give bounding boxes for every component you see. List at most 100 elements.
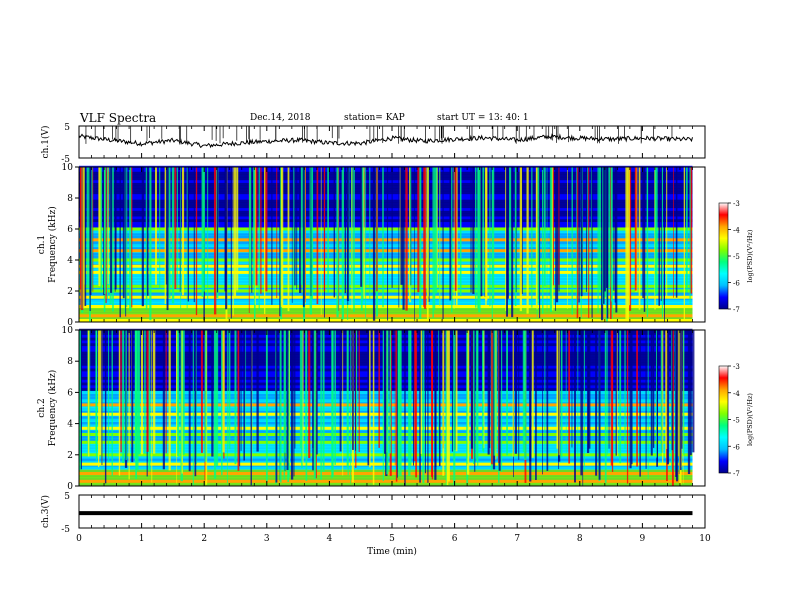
spectrogram-column (80, 330, 82, 470)
spectrogram-column (466, 330, 470, 475)
spectrogram-band (79, 483, 693, 487)
y-tick-label: 5 (64, 492, 70, 502)
x-tick-label: 5 (389, 534, 395, 544)
spectrogram-column (551, 167, 554, 311)
spectrogram-column (308, 330, 311, 459)
spectrogram-column (237, 330, 240, 471)
colorbar-label: log(PSD)(V²/Hz) (746, 393, 754, 446)
x-tick-label: 2 (201, 534, 207, 544)
spectrogram-band (79, 280, 693, 284)
spectrogram-band (79, 193, 693, 197)
spectrogram-column (299, 330, 302, 449)
spectrogram-column (535, 330, 537, 481)
spectrogram-column (104, 167, 106, 295)
spectrogram-column (81, 167, 83, 309)
spectrogram-column (595, 330, 598, 476)
spectrogram-column (228, 330, 231, 450)
spectrogram-column (426, 167, 429, 322)
spectrogram-column (320, 330, 322, 480)
spectrogram-band (79, 171, 693, 175)
spectrogram-band (79, 185, 693, 189)
spectrogram-column (636, 330, 638, 467)
spectrogram-column (673, 167, 674, 298)
start-time-label: start UT = 13: 40: 1 (437, 113, 529, 123)
spectrogram-column (509, 167, 512, 291)
spectrogram-column (299, 167, 302, 293)
spectrogram-column (666, 330, 670, 465)
colorbar (718, 365, 729, 474)
x-tick-label: 9 (640, 534, 646, 544)
spectrogram-column (386, 330, 389, 475)
spectrogram-column (87, 330, 90, 457)
spectrogram-column (634, 167, 637, 291)
spectrogram-column (689, 167, 691, 304)
spectrogram-column (126, 167, 128, 307)
spectrogram-column (213, 167, 217, 315)
spectrogram-column (122, 167, 125, 299)
spectrogram-band (79, 302, 693, 306)
spectrogram-column (660, 167, 662, 301)
spectrogram-column (423, 167, 425, 307)
spectrogram-column (432, 167, 434, 318)
spectrogram-column (422, 330, 425, 483)
spectrogram-column (302, 330, 304, 464)
spectrogram-column (597, 167, 599, 313)
spectrogram-column (144, 330, 146, 454)
spectrogram-column (382, 330, 384, 481)
spectrogram-column (466, 330, 468, 464)
spectrogram-column (537, 167, 540, 304)
spectrogram-column (410, 167, 412, 301)
spectrogram-column (577, 330, 579, 461)
spectrogram-column (522, 330, 525, 453)
spectrogram-column (439, 167, 441, 306)
spectrogram-column (608, 330, 610, 449)
spectrogram-column (578, 167, 580, 303)
spectrogram-column (558, 330, 560, 470)
colorbar-tick-label: -6 (733, 280, 740, 288)
spectrogram-column (148, 330, 151, 471)
spectrogram-column (656, 330, 659, 467)
spectrogram-column (140, 330, 144, 455)
spectrogram-column (434, 330, 437, 480)
spectrogram-column (358, 330, 360, 452)
x-tick-label: 1 (139, 534, 145, 544)
spectrogram-band (79, 266, 693, 270)
spectrogram-column (408, 330, 411, 476)
spectrogram-column (293, 167, 296, 286)
spectrogram-column (294, 330, 296, 449)
spectrogram-column (539, 167, 541, 319)
spectrogram-column (236, 167, 239, 291)
spectrogram-column (627, 167, 630, 322)
spectrogram-column (367, 330, 370, 466)
spectrogram-column (611, 330, 614, 472)
spectrogram-column (514, 167, 517, 307)
spectrogram-column (482, 167, 485, 294)
spectrogram-column (682, 330, 684, 484)
spectrogram-column (395, 330, 398, 482)
spectrogram-column (438, 330, 440, 450)
spectrogram-column (511, 167, 514, 318)
spectrogram-column (398, 167, 400, 308)
spectrogram-column (104, 330, 107, 484)
spectrogram-column (681, 330, 683, 449)
spectrogram-column (182, 330, 185, 455)
spectrogram-column (598, 167, 601, 291)
spectrogram-column (389, 330, 392, 454)
spectrogram-column (544, 330, 546, 452)
spectrogram-column (531, 167, 533, 308)
spectrogram-column (120, 330, 122, 453)
spectrogram-column (378, 330, 380, 448)
spectrogram-column (201, 167, 204, 297)
spectrogram-column (258, 167, 260, 311)
spectrogram-band (79, 215, 693, 220)
spectrogram-column (587, 167, 589, 286)
spectrogram-band (79, 282, 693, 287)
y-tick-label: 0 (67, 318, 73, 328)
spectrogram-line (79, 238, 693, 242)
spectrogram-column (260, 167, 262, 294)
spectrogram-column (625, 167, 628, 320)
spectrogram-column (107, 167, 109, 284)
spectrogram-column (135, 330, 138, 479)
spectrogram-column (615, 167, 618, 313)
